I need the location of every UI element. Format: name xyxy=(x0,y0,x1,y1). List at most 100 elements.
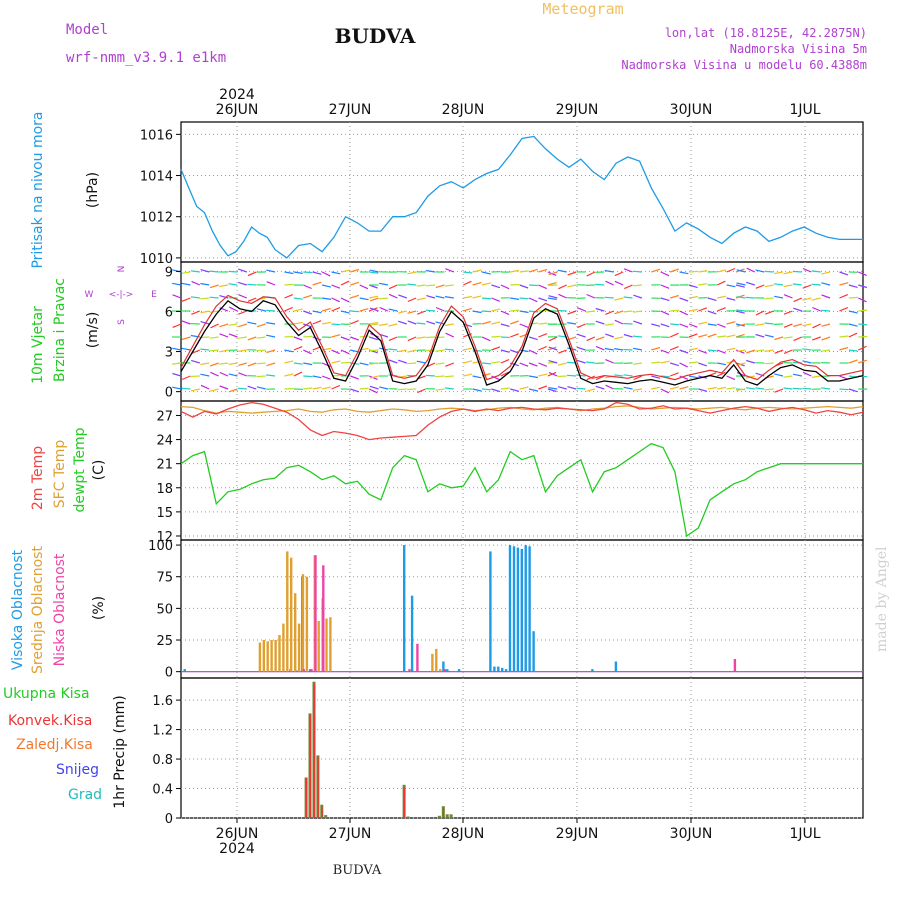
wind-arrow xyxy=(839,346,849,351)
wind-arrow xyxy=(679,297,689,302)
year-label-bottom: 2024 xyxy=(219,841,255,857)
wind-arrow xyxy=(331,384,341,390)
wind-arrow xyxy=(435,362,445,365)
wind-arrow xyxy=(200,362,210,366)
wind-arrow xyxy=(416,284,426,287)
wind-arrow xyxy=(369,362,379,365)
wind-arrow xyxy=(792,387,802,390)
wind-arrow xyxy=(379,306,389,312)
wind-arrow xyxy=(558,293,567,299)
wind-arrow xyxy=(679,349,689,354)
day-label-bottom-5: 1JUL xyxy=(789,826,820,842)
wind-arrow xyxy=(491,335,501,338)
wind-arrow xyxy=(821,336,831,341)
wind-side-label-1: 10m Vjetar xyxy=(30,306,46,384)
wind-arrow xyxy=(407,310,417,314)
wind-arrow xyxy=(623,386,633,390)
wind-arrow xyxy=(172,282,182,286)
wind-arrow xyxy=(293,336,303,341)
wind-arrow xyxy=(679,362,688,368)
wind-arrow xyxy=(793,323,803,328)
wind-arrow xyxy=(209,349,219,352)
wind-arrow xyxy=(792,373,802,377)
wind-arrow xyxy=(368,336,378,341)
wind-arrow xyxy=(444,375,454,378)
wind-arrow xyxy=(444,348,454,351)
wind-arrow xyxy=(614,348,624,351)
wind-arrow xyxy=(858,271,867,276)
wind-arrow xyxy=(726,375,736,381)
precip-unit-label: 1hr Precip (mm) xyxy=(112,695,128,808)
wind-arrow xyxy=(848,296,858,299)
wind-arrow xyxy=(398,320,407,325)
wind-arrow xyxy=(369,349,379,352)
wind-arrow xyxy=(284,283,294,286)
wind-arrow xyxy=(707,323,717,326)
wind-arrow xyxy=(238,268,248,273)
wind-arrow xyxy=(426,320,436,325)
wind-arrow xyxy=(340,269,350,273)
wind-arrow xyxy=(783,271,793,275)
wind-arrow xyxy=(500,358,510,364)
ytick-label-precipitation-2: 0.8 xyxy=(152,753,173,768)
day-label-top-5: 1JUL xyxy=(789,102,820,118)
wind-arrow xyxy=(755,333,765,338)
wind-arrow xyxy=(340,280,350,286)
wind-arrow xyxy=(755,269,765,273)
wind-arrow xyxy=(858,359,867,364)
wind-arrow xyxy=(567,322,577,325)
wind-arrow xyxy=(604,296,614,299)
wind-arrow xyxy=(839,271,849,276)
wind-arrow xyxy=(547,282,557,286)
panel-frame-precipitation xyxy=(180,677,864,819)
wind-arrow xyxy=(688,308,698,312)
cloud-bar-1 xyxy=(435,648,438,672)
cloud-bar-0 xyxy=(512,546,516,672)
wind-arrow xyxy=(266,374,276,377)
wind-arrow xyxy=(510,320,519,325)
wind-arrow xyxy=(331,307,341,312)
wind-arrow xyxy=(416,336,426,339)
wind-arrow xyxy=(783,310,793,315)
cloud-bar-0 xyxy=(501,667,504,672)
year-label-top: 2024 xyxy=(219,87,255,103)
wind-arrow xyxy=(303,362,313,366)
ytick-label-temperature-0: 12 xyxy=(156,530,173,545)
precip-bar-0 xyxy=(437,815,441,818)
wind-arrow xyxy=(284,271,294,275)
wind-arrow xyxy=(755,349,765,352)
wind-arrow xyxy=(416,310,426,315)
wind-arrow xyxy=(481,336,491,342)
wind-arrow xyxy=(746,349,756,354)
wind-arrow xyxy=(228,270,238,273)
day-label-top-0: 26JUN xyxy=(216,102,259,118)
wind-arrow xyxy=(764,322,774,325)
wind-arrow xyxy=(321,375,331,380)
wind-arrow xyxy=(746,267,756,273)
wind-arrow xyxy=(519,362,529,367)
wind-arrow xyxy=(735,284,745,288)
wind-arrow xyxy=(717,386,727,390)
cloud-bar-1 xyxy=(294,593,297,672)
wind-arrow xyxy=(557,362,567,366)
wind-arrow xyxy=(679,310,688,316)
precip-bar-1 xyxy=(313,683,315,818)
cloud-bar-1 xyxy=(325,618,328,672)
cloud-bar-0 xyxy=(410,595,414,672)
wind-arrow xyxy=(519,270,529,273)
wind-arrow xyxy=(416,297,426,301)
wind-arrow xyxy=(633,294,643,299)
wind-arrow xyxy=(303,323,312,328)
wind-arrow xyxy=(181,375,191,381)
wind-arrow xyxy=(284,335,294,338)
ytick-label-temperature-3: 21 xyxy=(156,458,173,473)
wind-arrow xyxy=(726,284,736,288)
ytick-label-pressure-1: 1012 xyxy=(140,211,173,226)
wind-arrow xyxy=(284,387,294,390)
wind-arrow xyxy=(567,310,577,315)
wind-arrow xyxy=(445,362,455,367)
dewpoint-line xyxy=(180,442,863,538)
wind-arrow xyxy=(755,323,765,326)
wind-arrow xyxy=(707,386,717,390)
